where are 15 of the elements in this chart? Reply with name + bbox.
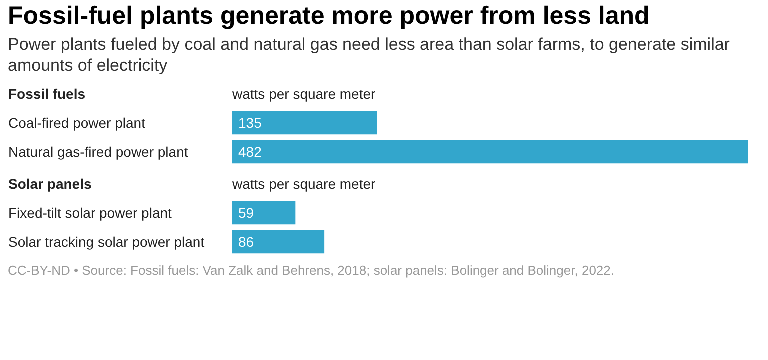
text: CC-BY-ND • Source: Fossil fuels: Van Zalk and Behrens, 2018; solar panels: Bolinger and Bolinger, 2022.	[8, 262, 614, 279]
y-tick-label: Coal-fired power plant	[8, 114, 146, 131]
data-label: 86	[238, 234, 254, 250]
data-label: 482	[238, 144, 262, 160]
data-label: 59	[238, 204, 254, 221]
chart-subtitle: Power plants fueled by coal and natural gas need less area than solar farms, to generate similar amounts of electricity	[8, 34, 731, 76]
y-axis-title: Solar panels	[8, 176, 92, 192]
x-axis-title: watts per square meter	[232, 86, 376, 102]
y-axis-title: Fossil fuels	[8, 86, 86, 102]
y-tick-label: Natural gas-fired power plant	[8, 144, 188, 160]
y-tick-label: Fixed-tilt solar power plant	[8, 204, 172, 221]
chart-title: Fossil-fuel plants generate more power from less land	[8, 1, 650, 32]
y-tick-label: Solar tracking solar power plant	[8, 234, 205, 250]
x-axis-title: watts per square meter	[232, 176, 376, 192]
data-label: 135	[238, 114, 262, 131]
